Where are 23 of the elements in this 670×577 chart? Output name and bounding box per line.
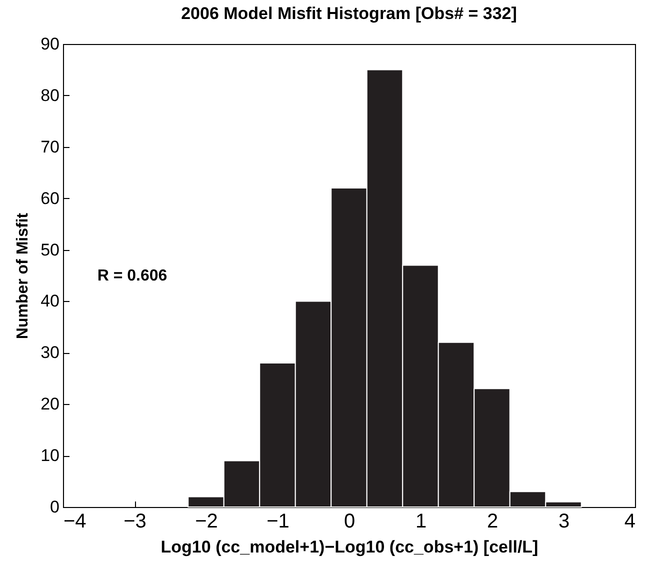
x-tick-label: 4	[624, 510, 636, 532]
x-tick-label: 1	[415, 510, 427, 532]
x-tick-label: −2	[195, 510, 218, 532]
y-tick-label: 20	[40, 394, 60, 414]
x-axis-title: Log10 (cc_model+1)−Log10 (cc_obs+1) [cell/L]	[160, 538, 538, 556]
y-tick-label: 90	[40, 34, 60, 54]
y-tick-label: 80	[40, 86, 60, 105]
y-tick-label: 70	[40, 137, 60, 156]
x-tick-label: −1	[266, 510, 290, 532]
x-tick-label: −4	[64, 510, 86, 532]
y-tick-label: 0	[50, 498, 60, 516]
x-tick-label: 2	[486, 510, 498, 532]
x-tick-label: 0	[344, 510, 356, 532]
y-tick-label: 10	[40, 446, 60, 466]
y-tick-label: 50	[40, 240, 60, 260]
y-tick-label: 60	[40, 188, 60, 208]
y-axis-title: Number of Misfit	[14, 212, 32, 340]
annotation: R = 0.606	[97, 268, 168, 284]
y-tick-label: 40	[40, 292, 60, 311]
y-tick-label: 30	[40, 343, 60, 362]
x-tick-label: −3	[124, 510, 146, 532]
chart-title: 2006 Model Misfit Histogram [Obs# = 332]	[181, 4, 517, 23]
x-tick-label: 3	[558, 510, 570, 532]
